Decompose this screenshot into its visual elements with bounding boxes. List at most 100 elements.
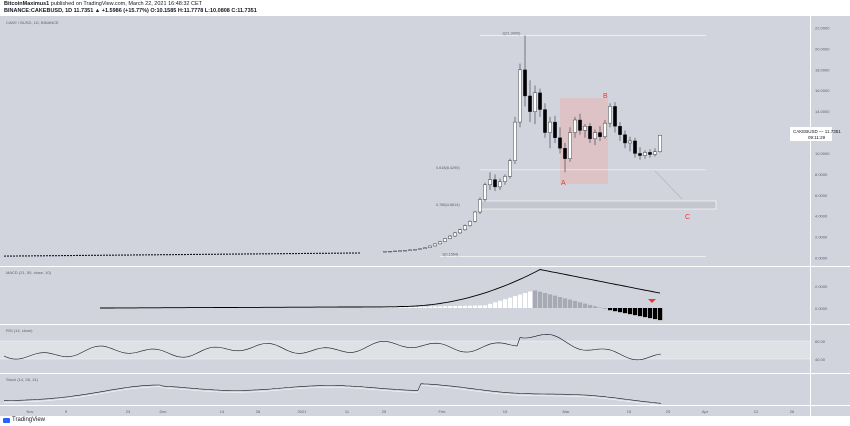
time-tick: 11	[345, 409, 350, 414]
price-tick: 6.0000	[815, 193, 828, 198]
publish-line: BitcoinMaximus1 published on TradingView…	[4, 1, 202, 8]
candle-body	[573, 119, 577, 133]
candle-body	[533, 92, 537, 112]
macd-bar	[558, 297, 563, 308]
footer: TradingView	[0, 416, 850, 426]
fib-label: 0.618(8.4295)	[436, 166, 460, 170]
macd-bar	[438, 306, 443, 308]
macd-tick-0: 0.0000	[815, 306, 828, 311]
time-axis-bg	[0, 406, 850, 416]
macd-bar	[468, 305, 473, 308]
candle-body	[608, 106, 612, 124]
candle-body	[558, 137, 562, 149]
countdown-timer: 09:11:29	[808, 135, 826, 140]
rsi-tick-40: 40.00	[815, 357, 826, 362]
time-tick: 26	[790, 409, 795, 414]
macd-bar	[473, 305, 478, 308]
macd-bar	[503, 299, 508, 308]
macd-bar	[628, 308, 633, 315]
time-tick: Mar	[563, 409, 571, 414]
macd-bar	[563, 298, 568, 308]
macd-bar	[653, 308, 658, 320]
macd-bar	[498, 300, 503, 308]
price-tick: 20.0000	[815, 46, 830, 51]
chart-svg[interactable]: CAKE / BUSD, 1D, BINANCE MACD (21, 50, c…	[0, 16, 850, 416]
candle-body	[638, 153, 642, 156]
macd-bar	[483, 305, 488, 308]
fib-label: 1(0.1564)	[442, 252, 459, 256]
macd-bar	[493, 302, 498, 308]
annotation-a: A	[561, 180, 566, 187]
candle-body	[613, 106, 617, 127]
candle-body	[628, 140, 632, 144]
macd-bar	[658, 308, 663, 321]
macd-bar	[423, 306, 428, 308]
candle-body	[648, 152, 652, 155]
candle-body	[463, 225, 467, 230]
candle-body	[523, 69, 527, 97]
candle-body	[548, 121, 552, 133]
macd-bar	[393, 307, 398, 308]
candle-body	[448, 235, 452, 239]
macd-line	[100, 269, 661, 309]
author-name[interactable]: BitcoinMaximus1	[4, 1, 50, 7]
macd-bar	[573, 300, 578, 308]
macd-bar	[648, 308, 653, 319]
macd-bar	[513, 296, 518, 308]
price-tick: 14.0000	[815, 109, 830, 114]
macd-bar	[518, 294, 523, 308]
macd-bar	[458, 305, 463, 308]
macd-bar	[428, 306, 433, 308]
stoch-label: Stoch (14, 28, 14)	[6, 377, 38, 382]
time-tick: 2021	[298, 409, 308, 414]
rsi-line	[3, 333, 662, 361]
current-price-symbol: CAKEBUSD — 11.7351	[793, 129, 841, 134]
time-tick: 12	[754, 409, 759, 414]
macd-bar	[543, 293, 548, 308]
candle-body	[423, 247, 427, 250]
candle-body	[653, 151, 657, 155]
macd-tick-2: 2.0000	[815, 284, 828, 289]
candle-body	[483, 184, 487, 200]
macd-bar	[413, 306, 418, 308]
candle-body	[618, 126, 622, 135]
macd-bar	[488, 303, 493, 308]
macd-bar	[623, 308, 628, 314]
candle-body	[583, 126, 587, 131]
macd-bar	[528, 291, 533, 308]
candle-body	[418, 248, 422, 250]
macd-bar	[643, 308, 648, 318]
candle-body	[453, 232, 457, 237]
rsi-band	[0, 341, 810, 359]
candle-body	[393, 250, 397, 252]
macd-bar	[633, 308, 638, 316]
macd-bar	[568, 299, 573, 308]
chart-area[interactable]: CAKE / BUSD, 1D, BINANCE MACD (21, 50, c…	[0, 16, 850, 416]
candle-body	[458, 229, 462, 234]
stoch-line	[4, 383, 662, 404]
time-tick: 15	[627, 409, 632, 414]
candle-body	[438, 241, 442, 245]
candle-body	[623, 134, 627, 144]
price-tick: 16.0000	[815, 88, 830, 93]
macd-bar	[583, 303, 588, 308]
annotation-b: B	[603, 93, 608, 100]
time-tick: 23	[126, 409, 131, 414]
symbol-line: BINANCE:CAKEBUSD, 1D 11.7351 ▲ +1.5986 (…	[4, 8, 257, 14]
price-tick: 0.0000	[815, 256, 828, 261]
macd-bar	[553, 295, 558, 308]
candle-body	[398, 250, 402, 252]
macd-bar	[608, 308, 613, 311]
candle-body	[493, 179, 497, 188]
macd-bar	[613, 308, 618, 312]
candle-body	[488, 179, 492, 186]
consolidation-box	[560, 98, 608, 184]
tradingview-logo[interactable]: TradingView	[3, 417, 45, 423]
time-tick: 9	[65, 409, 68, 414]
time-tick: 14	[220, 409, 225, 414]
candle-body	[578, 119, 582, 131]
candle-body	[443, 238, 447, 242]
macd-bar	[403, 307, 408, 308]
candle-body	[498, 181, 502, 188]
candle-body	[658, 135, 662, 152]
